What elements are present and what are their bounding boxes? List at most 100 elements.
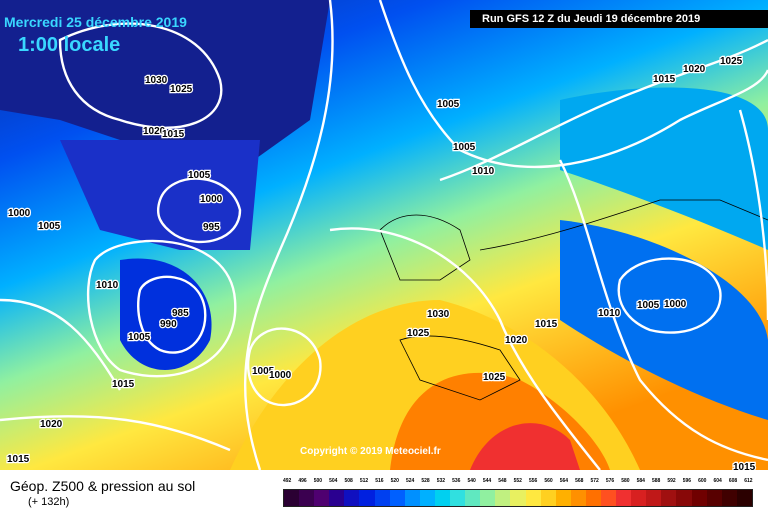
isobar-label: 1000 (269, 370, 292, 381)
isobar-label: 1010 (96, 280, 119, 291)
isobar-label: 1005 (188, 170, 211, 181)
scale-label: 512 (359, 478, 369, 484)
coastline-iberia (399, 335, 521, 401)
copyright: Copyright © 2019 Meteociel.fr (300, 446, 441, 457)
isobar-label: 1015 (162, 129, 185, 140)
scale-swatch (570, 490, 586, 506)
scale-label: 576 (605, 478, 615, 484)
scale-swatch (495, 490, 511, 506)
weather-map: 1030 1025 1020 1015 1005 1000 995 1000 1… (0, 0, 768, 470)
scale-swatch (510, 490, 526, 506)
isobar-label: 1015 (7, 454, 30, 465)
scale-swatch (631, 490, 647, 506)
isobar-lines (0, 0, 768, 470)
scale-swatch (450, 490, 466, 506)
scale-swatch (676, 490, 692, 506)
scale-swatch (721, 490, 737, 506)
isobar-label: 1005 (38, 221, 61, 232)
scale-label: 536 (452, 478, 461, 484)
scale-label: 572 (590, 478, 599, 484)
isobar-label: 1020 (683, 64, 706, 75)
legend-title: Géop. Z500 & pression au sol (10, 478, 196, 494)
scale-label: 560 (544, 478, 553, 484)
scale-swatch (389, 490, 405, 506)
isobar-label: 1010 (472, 166, 495, 177)
color-scale-labels: 492 496 500 504 508 512 516 520 524 528 532 536 540 5… (283, 478, 753, 484)
isobar-label: 1000 (664, 299, 687, 310)
geopotential-ridge-max (470, 423, 580, 470)
legend-subtitle: (+ 132h) (28, 496, 70, 508)
scale-label: 584 (636, 478, 645, 484)
scale-swatch (540, 490, 556, 506)
isobar-label: 1020 (505, 335, 528, 346)
scale-swatch (555, 490, 571, 506)
isobar-label: 1020 (143, 126, 166, 137)
scale-swatch (359, 490, 375, 506)
isobar-label: 1025 (483, 372, 506, 383)
scale-label: 516 (375, 478, 384, 484)
scale-swatch (600, 490, 617, 506)
isobar-label: 1005 (437, 99, 460, 110)
geopotential-low-northwest (0, 0, 330, 170)
isobar-label: 995 (203, 222, 220, 233)
scale-swatch (329, 490, 345, 506)
scale-label: 600 (698, 478, 707, 484)
isobar-label: 1015 (733, 462, 756, 470)
isobar-label: 1015 (653, 74, 676, 85)
isobar-label: 1000 (200, 194, 223, 205)
scale-label: 592 (667, 478, 676, 484)
isobar-label: 1005 (453, 142, 476, 153)
scale-label: 552 (513, 478, 522, 484)
isobar-labels: 1030 1025 1020 1015 1005 1000 995 1000 1… (6, 55, 757, 470)
run-info: Run GFS 12 Z du Jeudi 19 décembre 2019 (470, 10, 768, 28)
isobar-label: 1005 (128, 332, 151, 343)
isobar-label: 985 (172, 308, 189, 319)
geopotential-northeast (560, 87, 768, 250)
color-scale-bar (283, 489, 753, 507)
scale-swatch (646, 490, 662, 506)
scale-label: 548 (498, 478, 507, 484)
scale-swatch (661, 490, 677, 506)
forecast-date: Mercredi 25 décembre 2019 (4, 14, 187, 30)
isobar-label: 1005 (637, 300, 660, 311)
scale-label: 520 (390, 478, 399, 484)
scale-label: 508 (344, 478, 353, 484)
scale-label: 500 (313, 478, 323, 484)
scale-label: 604 (713, 478, 722, 484)
scale-swatch (585, 490, 601, 506)
isobar-label: 1025 (407, 328, 430, 339)
isobar-label: 1025 (170, 84, 193, 95)
scale-swatch (616, 490, 632, 506)
geopotential-low-west (60, 140, 260, 250)
coastline-britain (379, 214, 471, 281)
scale-swatch (706, 490, 722, 506)
isobar-label: 990 (160, 319, 177, 330)
scale-swatch (736, 490, 752, 506)
scale-label: 596 (682, 478, 692, 484)
scale-label: 564 (559, 478, 569, 484)
scale-label: 608 (728, 478, 738, 484)
scale-label: 492 (283, 478, 292, 484)
scale-swatch (465, 490, 481, 506)
isobar-label: 1025 (720, 56, 743, 67)
scale-label: 612 (744, 478, 753, 484)
scale-swatch (404, 490, 420, 506)
scale-swatch (525, 490, 541, 506)
isobar-label: 1000 (8, 208, 31, 219)
scale-swatch (480, 490, 496, 506)
scale-label: 524 (406, 478, 415, 484)
scale-label: 504 (329, 478, 338, 484)
isobar-label: 1030 (427, 309, 450, 320)
isobar-label: 1005 (252, 366, 275, 377)
scale-swatch (284, 490, 300, 506)
scale-swatch (374, 490, 390, 506)
scale-label: 556 (529, 478, 538, 484)
scale-label: 532 (436, 478, 446, 484)
scale-swatch (419, 490, 435, 506)
coastline-europe (479, 199, 768, 251)
scale-label: 540 (467, 478, 476, 484)
scale-swatch (434, 490, 451, 506)
isobar-label: 1015 (535, 319, 558, 330)
scale-label: 544 (482, 478, 492, 484)
